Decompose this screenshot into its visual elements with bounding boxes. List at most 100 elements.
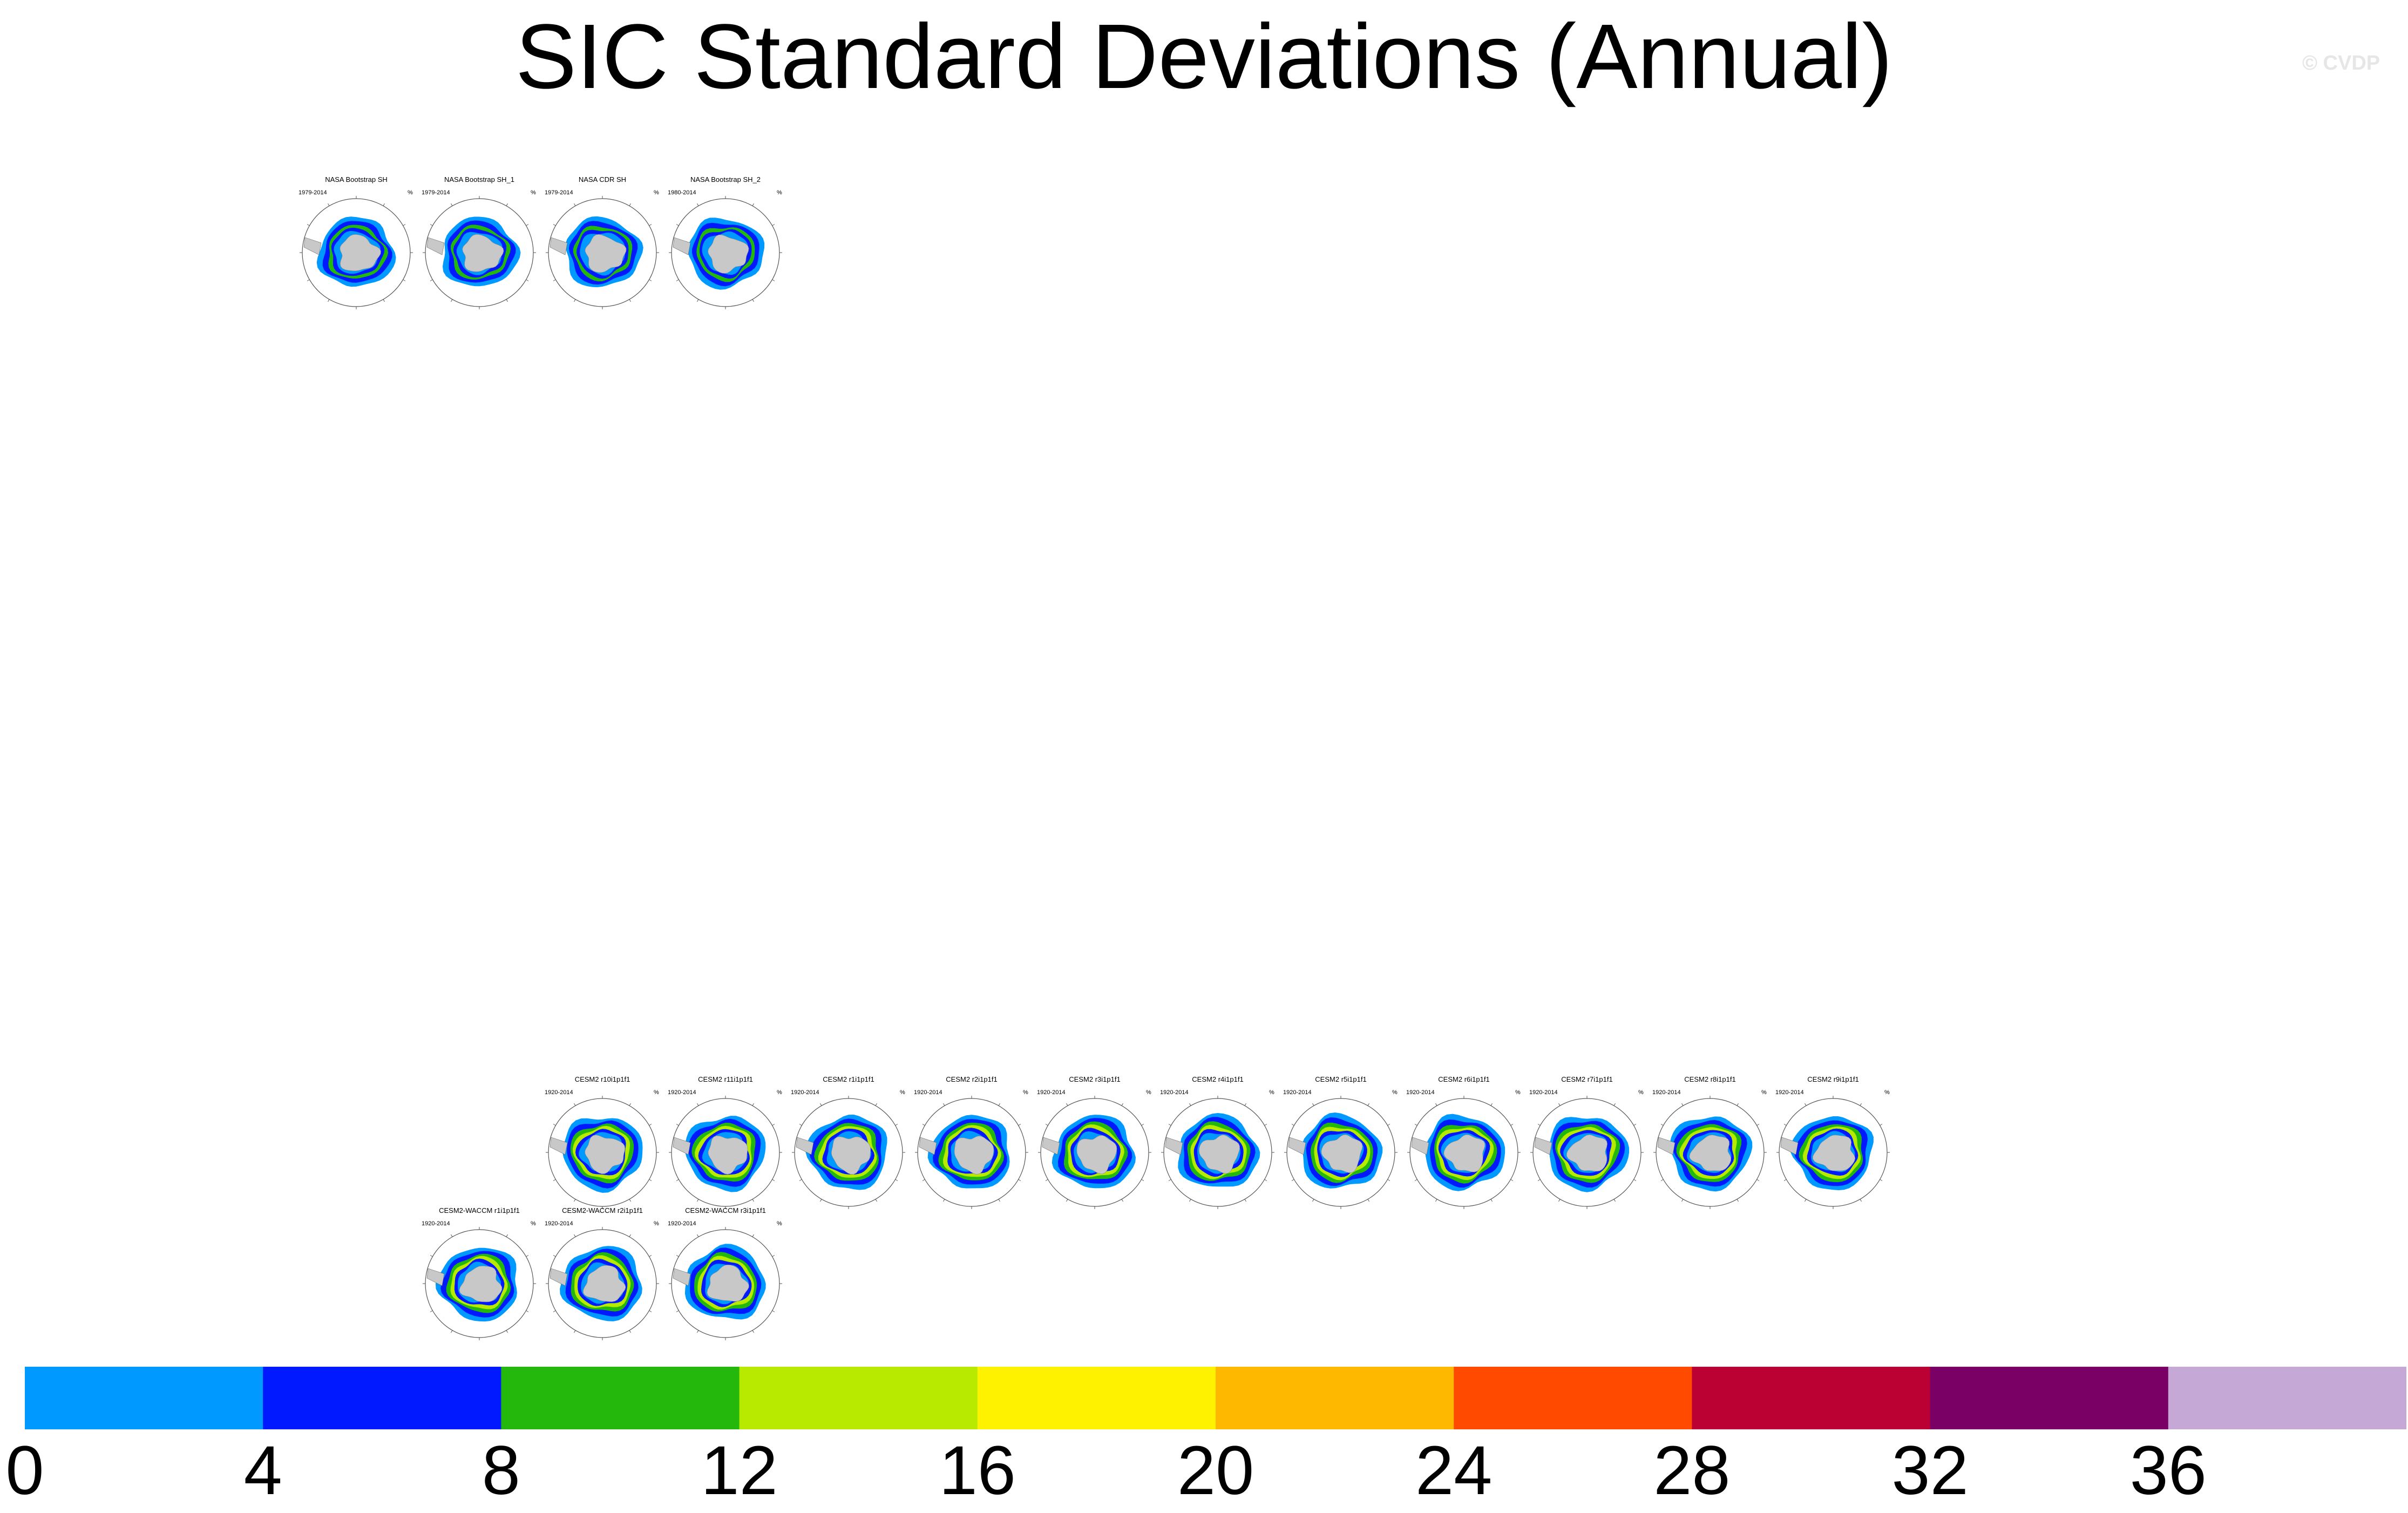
longitude-tick — [799, 1179, 802, 1181]
antarctica-landmass — [1443, 1134, 1486, 1172]
south-america-landmass — [426, 1268, 445, 1286]
longitude-tick — [772, 1179, 775, 1181]
longitude-tick — [629, 1234, 631, 1237]
longitude-tick — [1066, 1103, 1068, 1106]
panel-title: CESM2 r2i1p1f1 — [946, 1075, 998, 1083]
longitude-tick — [1435, 1199, 1437, 1202]
antarctica-landmass — [583, 1265, 626, 1302]
colorbar-bin — [1216, 1367, 1454, 1429]
panel-title: NASA Bootstrap SH_1 — [444, 175, 515, 184]
south-america-landmass — [550, 237, 568, 255]
longitude-tick — [506, 299, 508, 302]
panel-title: NASA Bootstrap SH_2 — [690, 175, 761, 184]
colorbar-tick-label: 12 — [701, 1432, 778, 1509]
longitude-tick — [451, 299, 453, 302]
colorbar — [25, 1367, 2406, 1429]
longitude-tick — [875, 1199, 877, 1202]
longitude-tick — [697, 1103, 699, 1106]
longitude-tick — [649, 1179, 652, 1181]
longitude-tick — [1681, 1199, 1684, 1202]
south-america-landmass — [673, 1268, 691, 1286]
colorbar-bin — [501, 1367, 740, 1429]
panel-unit: % — [1269, 1089, 1274, 1096]
panel-years: 1979-2014 — [545, 189, 573, 196]
panel-unit: % — [654, 189, 659, 196]
longitude-tick — [697, 1234, 699, 1237]
longitude-tick — [629, 1199, 631, 1202]
longitude-tick — [1737, 1199, 1739, 1202]
panel-years: 1980-2014 — [668, 189, 696, 196]
panel-unit: % — [1638, 1089, 1644, 1096]
panel-title: CESM2-WACCM r3i1p1f1 — [685, 1206, 766, 1215]
longitude-tick — [506, 1330, 508, 1333]
colorbar-bin — [1692, 1367, 1931, 1429]
longitude-tick — [1168, 1179, 1171, 1181]
polar-map — [1530, 1096, 1644, 1209]
longitude-tick — [1367, 1103, 1369, 1106]
south-america-landmass — [1780, 1137, 1799, 1155]
longitude-tick — [895, 1124, 898, 1126]
map-panel: CESM2 r6i1p1f1 1920-2014% — [1402, 1075, 1526, 1210]
map-panel: CESM2 r9i1p1f1 1920-2014% — [1771, 1075, 1895, 1210]
longitude-tick — [772, 1310, 775, 1312]
longitude-tick — [526, 1255, 529, 1257]
longitude-tick — [752, 299, 754, 302]
panel-years: 1920-2014 — [668, 1089, 696, 1096]
panel-title: CESM2 r4i1p1f1 — [1192, 1075, 1244, 1083]
longitude-tick — [820, 1199, 822, 1202]
panel-unit: % — [1146, 1089, 1151, 1096]
longitude-tick — [1860, 1199, 1862, 1202]
longitude-tick — [697, 203, 699, 206]
longitude-tick — [1264, 1179, 1267, 1181]
polar-map — [1653, 1096, 1767, 1209]
map-panel: CESM2 r3i1p1f1 1920-2014% — [1033, 1075, 1157, 1210]
longitude-tick — [403, 224, 406, 226]
longitude-tick — [1510, 1179, 1514, 1181]
longitude-tick — [1490, 1103, 1493, 1106]
longitude-tick — [649, 1255, 652, 1257]
longitude-tick — [676, 1124, 679, 1126]
longitude-tick — [1312, 1199, 1314, 1202]
south-america-landmass — [426, 237, 445, 255]
panel-years: 1920-2014 — [1652, 1089, 1681, 1096]
colorbar-tick-label: 8 — [481, 1432, 520, 1509]
panel-years: 1920-2014 — [422, 1220, 450, 1227]
antarctica-landmass — [1198, 1135, 1240, 1174]
panel-unit: % — [1884, 1089, 1890, 1096]
longitude-tick — [553, 279, 556, 281]
longitude-tick — [943, 1199, 945, 1202]
antarctica-landmass — [585, 234, 627, 273]
map-panel: CESM2 r8i1p1f1 1920-2014% — [1648, 1075, 1772, 1210]
south-america-landmass — [303, 237, 322, 255]
polar-map — [423, 196, 536, 309]
map-panel: CESM2-WACCM r2i1p1f1 1920-2014% — [540, 1206, 664, 1341]
longitude-tick — [1783, 1179, 1787, 1181]
antarctica-landmass — [708, 234, 749, 274]
panel-unit: % — [1392, 1089, 1398, 1096]
chart-title: SIC Standard Deviations (Annual) — [515, 5, 1893, 108]
longitude-tick — [676, 224, 679, 226]
longitude-tick — [752, 1330, 754, 1333]
longitude-tick — [574, 1234, 576, 1237]
longitude-tick — [752, 1234, 754, 1237]
panel-unit: % — [900, 1089, 905, 1096]
colorbar-tick-label: 20 — [1177, 1432, 1254, 1509]
longitude-tick — [1045, 1124, 1048, 1126]
longitude-tick — [649, 224, 652, 226]
longitude-tick — [1756, 1179, 1760, 1181]
panel-title: CESM2 r3i1p1f1 — [1069, 1075, 1121, 1083]
antarctica-landmass — [707, 1264, 749, 1302]
longitude-tick — [1880, 1124, 1883, 1126]
panel-unit: % — [777, 1220, 782, 1227]
map-panel: CESM2 r10i1p1f1 1920-2014% — [540, 1075, 664, 1210]
longitude-tick — [752, 203, 754, 206]
colorbar-bin — [977, 1367, 1216, 1429]
longitude-tick — [1490, 1199, 1493, 1202]
polar-map — [423, 1227, 536, 1340]
longitude-tick — [922, 1124, 925, 1126]
panel-title: CESM2 r11i1p1f1 — [698, 1075, 753, 1083]
longitude-tick — [1660, 1179, 1664, 1181]
colorbar-tick-label: 0 — [5, 1432, 44, 1509]
colorbar-bin — [2168, 1367, 2406, 1429]
longitude-tick — [875, 1103, 877, 1106]
